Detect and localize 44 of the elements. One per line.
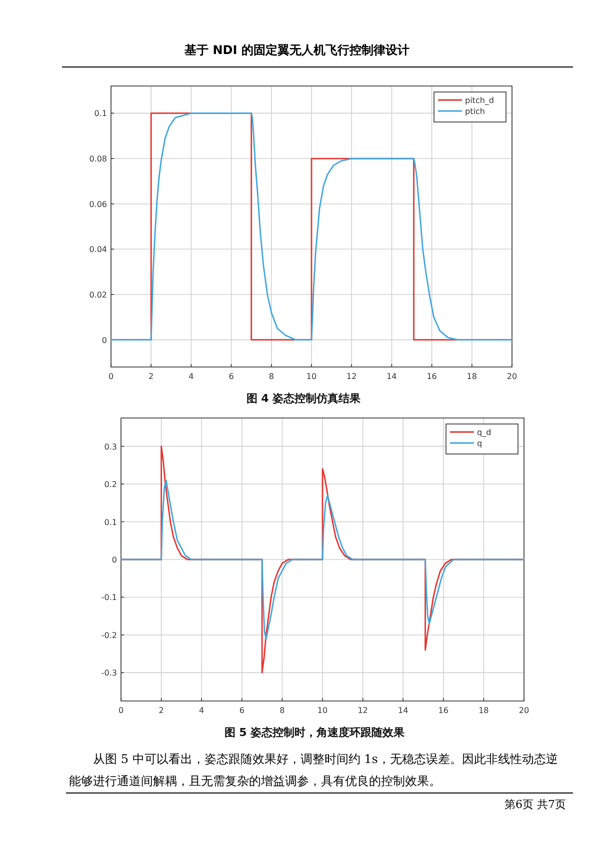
y-tick-label: 0.02: [89, 290, 107, 300]
x-tick-label: 10: [317, 706, 328, 715]
x-tick-label: 14: [398, 706, 408, 715]
y-tick-label: 0: [112, 556, 117, 564]
x-tick-label: 4: [188, 372, 194, 381]
legend-label: q: [477, 439, 482, 448]
legend-label: q_d: [477, 428, 492, 437]
text: 从图 5 中可以看出，姿态跟随效果好，调整时间约 1s，无稳态误差。因此非线性动态逆能够进行通道间解耦，且无需复杂的增益调参，具有优良的控制效果。: [69, 752, 558, 788]
x-tick-label: 2: [158, 706, 164, 715]
x-tick-label: 16: [426, 372, 437, 381]
y-tick-label: -0.3: [101, 668, 117, 678]
text: 第6页 共7页: [504, 798, 566, 811]
legend-label: pitch_d: [465, 96, 494, 105]
y-tick-label: 0.08: [89, 154, 107, 164]
x-tick-label: 6: [228, 372, 234, 381]
y-tick-label: 0.06: [89, 200, 107, 209]
x-tick-label: 10: [306, 372, 317, 381]
y-tick-label: 0.2: [104, 480, 117, 490]
x-tick-label: 2: [148, 372, 154, 381]
x-tick-label: 14: [386, 372, 397, 381]
x-tick-label: 8: [280, 706, 285, 715]
x-tick-label: 16: [438, 706, 448, 715]
legend-label: ptich: [465, 107, 485, 116]
x-tick-label: 20: [518, 706, 530, 715]
y-tick-label: 0.04: [89, 245, 107, 254]
y-tick-label: 0.1: [104, 518, 117, 527]
y-tick-label: 0.1: [94, 109, 107, 118]
line-series: [120, 480, 525, 640]
text: 基于 NDI 的固定翼无人机飞行控制律设计: [184, 43, 410, 57]
y-tick-label: 0.3: [104, 442, 117, 452]
y-tick-label: -0.2: [101, 630, 117, 640]
x-tick-label: 12: [358, 706, 368, 715]
x-tick-label: 0: [118, 706, 124, 715]
text: 图 5 姿态控制时，角速度环跟随效果: [224, 726, 406, 739]
text: 图 4 姿态控制仿真结果: [246, 392, 362, 405]
y-tick-label: 0: [102, 336, 107, 345]
x-tick-label: 20: [506, 372, 518, 381]
x-tick-label: 6: [239, 706, 244, 715]
x-tick-label: 18: [478, 706, 489, 715]
x-tick-label: 4: [199, 706, 204, 715]
x-tick-label: 8: [268, 372, 274, 381]
x-tick-label: 12: [346, 372, 357, 381]
x-tick-label: 18: [466, 372, 477, 381]
y-tick-label: -0.1: [101, 593, 117, 602]
